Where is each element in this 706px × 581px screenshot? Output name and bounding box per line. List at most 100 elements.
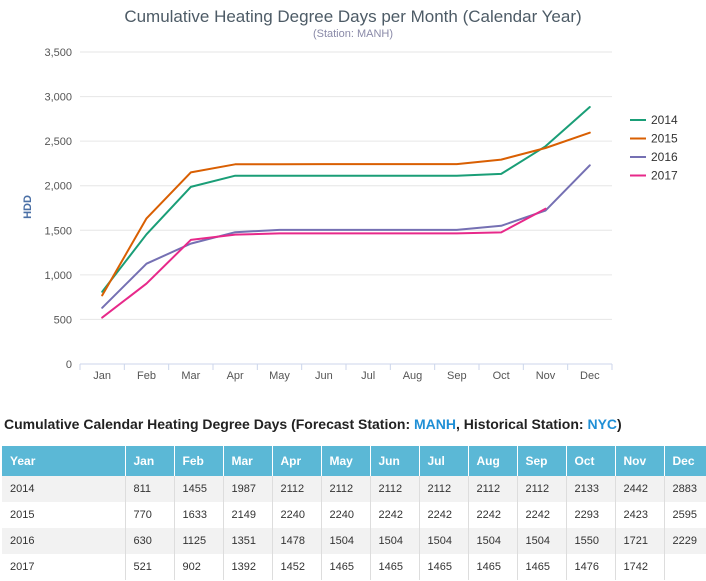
table-header-row: Year Jan Feb Mar Apr May Jun Jul Aug Sep Oct Nov Dec (2, 446, 706, 476)
forecast-station-link[interactable]: MANH (414, 416, 456, 432)
table-cell: 1504 (370, 528, 420, 554)
chart-title: Cumulative Heating Degree Days per Month… (124, 7, 581, 26)
series-line-2015[interactable] (101, 131, 591, 297)
table-cell: 1987 (223, 476, 273, 502)
x-tick-label: Jun (315, 370, 333, 382)
table-cell: 1476 (566, 554, 616, 580)
table-cell: 2014 (2, 476, 126, 502)
table-row: 2016 630 1125 1351 1478 1504 1504 1504 1504 1504 1… (2, 528, 706, 554)
table-cell: 2242 (468, 502, 518, 528)
legend-label: 2017 (651, 169, 678, 183)
table-cell: 1504 (419, 528, 469, 554)
chart-canvas: Cumulative Heating Degree Days per Month… (22, 7, 678, 382)
legend-item-2014[interactable]: 2014 (630, 113, 678, 127)
column-header: Sep (517, 446, 567, 476)
series-line-2017[interactable] (101, 207, 547, 319)
y-axis-ticks: 0 500 1,000 1,500 2,000 2,500 3,000 3,500 (44, 47, 72, 371)
table-heading-suffix: ) (617, 416, 622, 432)
table-cell: 1351 (223, 528, 273, 554)
table-cell: 2149 (223, 502, 273, 528)
table-cell: 2595 (664, 502, 706, 528)
table-cell: 770 (125, 502, 175, 528)
table-cell: 1504 (321, 528, 371, 554)
column-header: Mar (223, 446, 273, 476)
legend[interactable]: 2014 2015 2016 2017 (630, 113, 678, 183)
table-row: 2015 770 1633 2149 2240 2240 2242 2242 2242 2242 2… (2, 502, 706, 528)
table-cell: 1633 (174, 502, 224, 528)
table-cell: 1465 (370, 554, 420, 580)
table-heading-middle: , Historical Station: (456, 416, 588, 432)
historical-station-link[interactable]: NYC (587, 416, 618, 432)
x-tick-label: Dec (580, 370, 600, 382)
x-tick-label: Sep (447, 370, 467, 382)
column-header: Year (2, 446, 126, 476)
table-cell: 2112 (419, 476, 469, 502)
table-cell: 2883 (664, 476, 706, 502)
table-cell: 1550 (566, 528, 616, 554)
y-axis-title: HDD (22, 195, 34, 219)
y-tick-label: 3,500 (44, 47, 72, 59)
table-cell (664, 554, 706, 580)
series-line-2016[interactable] (101, 164, 591, 309)
table-cell: 1465 (419, 554, 469, 580)
table-cell: 2112 (321, 476, 371, 502)
table-cell: 2015 (2, 502, 126, 528)
legend-label: 2016 (651, 150, 678, 164)
table-cell: 1465 (321, 554, 371, 580)
table-cell: 2112 (370, 476, 420, 502)
y-tick-label: 1,500 (44, 225, 72, 237)
x-axis-ticks: Jan Feb Mar Apr May Jun Jul Aug Sep Oct Nov Dec (79, 364, 613, 382)
table-cell: 1455 (174, 476, 224, 502)
table-cell: 521 (125, 554, 175, 580)
legend-item-2015[interactable]: 2015 (630, 132, 678, 146)
table-cell: 2293 (566, 502, 616, 528)
table-cell: 902 (174, 554, 224, 580)
series-line-2014[interactable] (101, 106, 591, 293)
table-cell: 2240 (321, 502, 371, 528)
column-header: Jul (419, 446, 469, 476)
table-cell: 1392 (223, 554, 273, 580)
column-header: Feb (174, 446, 224, 476)
x-tick-label: Nov (536, 370, 556, 382)
hdd-chart: Cumulative Heating Degree Days per Month… (22, 7, 678, 382)
column-header: Jan (125, 446, 175, 476)
column-header: Aug (468, 446, 518, 476)
table-cell: 2016 (2, 528, 126, 554)
table-cell: 2017 (2, 554, 126, 580)
x-tick-label: Jan (93, 370, 111, 382)
y-tick-label: 1,000 (44, 270, 72, 282)
table-cell: 2423 (615, 502, 665, 528)
x-tick-label: Oct (493, 370, 510, 382)
table-cell: 1478 (272, 528, 322, 554)
table-cell: 2112 (272, 476, 322, 502)
table-row: 2017 521 902 1392 1452 1465 1465 1465 1465 1465 14… (2, 554, 706, 580)
x-tick-label: Aug (403, 370, 423, 382)
x-tick-label: Apr (227, 370, 244, 382)
table-body: 2014 811 1455 1987 2112 2112 2112 2112 2112 2112 2… (2, 476, 706, 580)
table-cell: 2242 (419, 502, 469, 528)
column-header: Dec (664, 446, 706, 476)
series-lines (101, 106, 591, 319)
x-tick-label: Jul (361, 370, 375, 382)
legend-label: 2015 (651, 132, 678, 146)
table-cell: 2242 (517, 502, 567, 528)
table-cell: 630 (125, 528, 175, 554)
table-row: 2014 811 1455 1987 2112 2112 2112 2112 2112 2112 2… (2, 476, 706, 502)
table-cell: 2133 (566, 476, 616, 502)
table-cell: 2112 (468, 476, 518, 502)
column-header: Apr (272, 446, 322, 476)
table-heading-prefix: Cumulative Calendar Heating Degree Days … (4, 416, 414, 432)
table-cell: 1504 (517, 528, 567, 554)
y-tick-label: 3,000 (44, 92, 72, 104)
table-cell: 1465 (517, 554, 567, 580)
y-tick-label: 2,000 (44, 181, 72, 193)
legend-item-2016[interactable]: 2016 (630, 150, 678, 164)
gridlines (80, 51, 612, 320)
table-cell: 2112 (517, 476, 567, 502)
table-cell: 811 (125, 476, 175, 502)
x-tick-label: Feb (137, 370, 156, 382)
y-tick-label: 2,500 (44, 136, 72, 148)
column-header: May (321, 446, 371, 476)
chart-subtitle: (Station: MANH) (313, 28, 393, 40)
legend-item-2017[interactable]: 2017 (630, 169, 678, 183)
